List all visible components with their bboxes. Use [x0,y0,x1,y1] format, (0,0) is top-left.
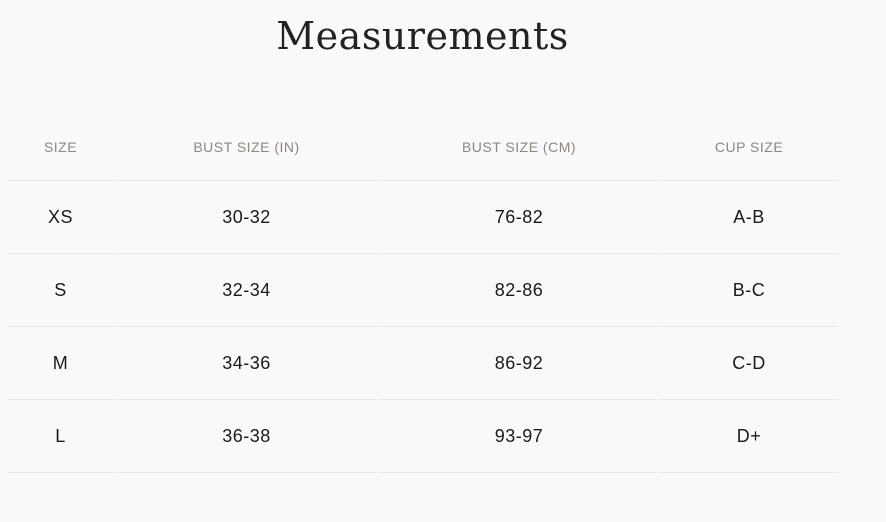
table-row: S 32-34 82-86 B-C [8,254,838,327]
cup-cell: A-B [660,181,838,254]
table-header-row: SIZE BUST SIZE (IN) BUST SIZE (CM) CUP S… [8,114,838,181]
header-bust-in: BUST SIZE (IN) [115,114,378,181]
size-cell: L [8,400,113,473]
page-title: Measurements [276,14,569,58]
bust-in-cell: 30-32 [115,181,378,254]
bust-in-cell: 34-36 [115,327,378,400]
table-row: L 36-38 93-97 D+ [8,400,838,473]
header-size: SIZE [8,114,113,181]
bust-cm-cell: 76-82 [380,181,658,254]
table-row: M 34-36 86-92 C-D [8,327,838,400]
header-cup: CUP SIZE [660,114,838,181]
cup-cell: B-C [660,254,838,327]
size-cell: S [8,254,113,327]
bust-cm-cell: 93-97 [380,400,658,473]
bust-cm-cell: 86-92 [380,327,658,400]
bust-cm-cell: 82-86 [380,254,658,327]
size-cell: M [8,327,113,400]
size-cell: XS [8,181,113,254]
measurements-table: SIZE BUST SIZE (IN) BUST SIZE (CM) CUP S… [6,114,840,473]
bust-in-cell: 36-38 [115,400,378,473]
header-bust-cm: BUST SIZE (CM) [380,114,658,181]
cup-cell: C-D [660,327,838,400]
cup-cell: D+ [660,400,838,473]
bust-in-cell: 32-34 [115,254,378,327]
table-row: XS 30-32 76-82 A-B [8,181,838,254]
